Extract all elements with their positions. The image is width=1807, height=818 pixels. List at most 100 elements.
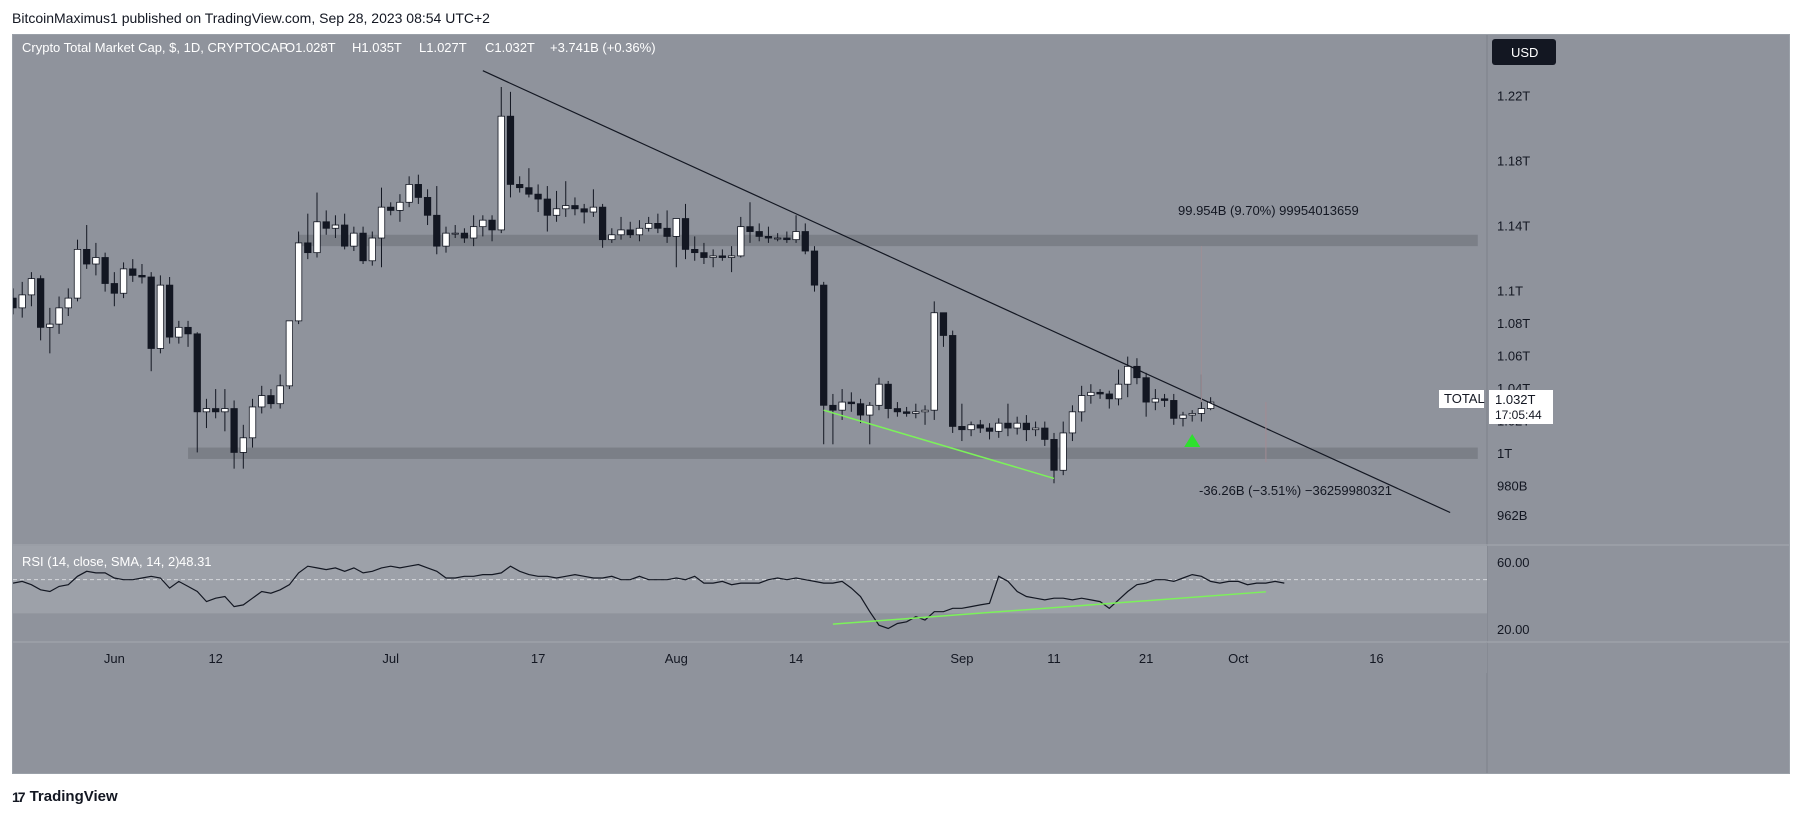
candle[interactable] <box>83 225 91 269</box>
candle[interactable] <box>350 226 358 252</box>
candle[interactable] <box>460 228 469 243</box>
candle[interactable] <box>184 320 192 347</box>
candle[interactable] <box>709 249 717 268</box>
candle[interactable] <box>516 176 524 193</box>
candle[interactable] <box>488 215 496 242</box>
candle[interactable] <box>193 332 201 453</box>
candle[interactable] <box>727 246 736 273</box>
candle[interactable] <box>571 197 579 216</box>
candle[interactable] <box>608 228 616 243</box>
candle[interactable] <box>479 215 487 237</box>
candle[interactable] <box>1004 403 1012 437</box>
candle[interactable] <box>1013 416 1021 435</box>
candle[interactable] <box>230 400 238 469</box>
candle[interactable] <box>13 288 17 315</box>
candle[interactable] <box>304 213 312 260</box>
candle[interactable] <box>55 296 63 334</box>
candle[interactable] <box>129 259 137 282</box>
candle[interactable] <box>221 389 229 432</box>
candle[interactable] <box>635 220 644 242</box>
candle[interactable] <box>543 186 551 232</box>
candle[interactable] <box>774 233 782 242</box>
candle[interactable] <box>1170 393 1178 425</box>
candle[interactable] <box>1188 410 1196 422</box>
candle[interactable] <box>856 398 865 424</box>
candle[interactable] <box>294 231 303 325</box>
candle[interactable] <box>672 218 680 268</box>
price-divergence-line[interactable] <box>823 409 1055 480</box>
candle[interactable] <box>985 423 994 440</box>
candle[interactable] <box>414 174 422 204</box>
candle[interactable] <box>838 389 846 420</box>
candle[interactable] <box>875 377 883 411</box>
candle[interactable] <box>783 231 791 243</box>
candle[interactable] <box>1059 421 1067 476</box>
candle[interactable] <box>737 216 745 258</box>
candle[interactable] <box>368 231 376 266</box>
candle[interactable] <box>248 398 257 448</box>
candle[interactable] <box>598 203 607 248</box>
candle[interactable] <box>995 418 1003 438</box>
candle[interactable] <box>212 389 220 419</box>
candle[interactable] <box>18 281 26 318</box>
candle[interactable] <box>746 202 754 243</box>
candle[interactable] <box>764 226 773 243</box>
tradingview-logo[interactable]: 17 TradingView <box>12 788 118 805</box>
currency-button[interactable]: USD <box>1492 39 1556 65</box>
candle[interactable] <box>810 246 819 292</box>
candle[interactable] <box>165 277 174 344</box>
candle[interactable] <box>497 86 505 234</box>
candle[interactable] <box>902 406 911 417</box>
candle[interactable] <box>562 181 570 217</box>
candle[interactable] <box>663 210 671 243</box>
candle[interactable] <box>451 225 459 239</box>
candle[interactable] <box>119 262 128 299</box>
candle[interactable] <box>313 192 321 258</box>
candle[interactable] <box>755 223 763 242</box>
candle[interactable] <box>359 226 367 265</box>
candle[interactable] <box>829 393 837 445</box>
candle[interactable] <box>1087 384 1095 404</box>
candle[interactable] <box>884 380 892 419</box>
candle[interactable] <box>433 186 441 255</box>
candle[interactable] <box>1114 369 1123 406</box>
candle[interactable] <box>239 424 247 469</box>
candle[interactable] <box>101 252 109 292</box>
candle[interactable] <box>110 272 118 307</box>
candle[interactable] <box>1031 421 1040 437</box>
candle[interactable] <box>1068 405 1077 442</box>
candle[interactable] <box>921 405 929 425</box>
candle[interactable] <box>1050 432 1058 484</box>
candle[interactable] <box>949 330 957 433</box>
candle[interactable] <box>1142 372 1150 417</box>
candle[interactable] <box>377 187 386 268</box>
candle[interactable] <box>645 216 653 232</box>
candle[interactable] <box>801 223 809 255</box>
candle[interactable] <box>331 215 340 239</box>
candle[interactable] <box>1160 393 1169 407</box>
candle[interactable] <box>27 272 36 307</box>
descending-trendline[interactable] <box>482 70 1451 514</box>
candle[interactable] <box>1096 389 1104 399</box>
candle[interactable] <box>1179 411 1187 427</box>
candle[interactable] <box>792 215 800 243</box>
candle[interactable] <box>46 307 54 354</box>
candle[interactable] <box>470 215 478 247</box>
candle[interactable] <box>967 421 975 437</box>
candle[interactable] <box>700 242 708 265</box>
candle[interactable] <box>820 281 828 445</box>
candle[interactable] <box>506 91 515 198</box>
candle[interactable] <box>580 203 588 224</box>
candle[interactable] <box>1151 389 1159 411</box>
candle[interactable] <box>912 403 920 419</box>
candle[interactable] <box>267 389 275 409</box>
candle[interactable] <box>1105 390 1113 409</box>
candle[interactable] <box>1124 356 1132 398</box>
candle[interactable] <box>285 320 293 390</box>
candle[interactable] <box>442 226 450 253</box>
candle[interactable] <box>37 275 45 341</box>
candle[interactable] <box>939 312 948 347</box>
candle[interactable] <box>156 275 165 354</box>
candle[interactable] <box>1041 421 1049 446</box>
candle[interactable] <box>405 176 413 208</box>
